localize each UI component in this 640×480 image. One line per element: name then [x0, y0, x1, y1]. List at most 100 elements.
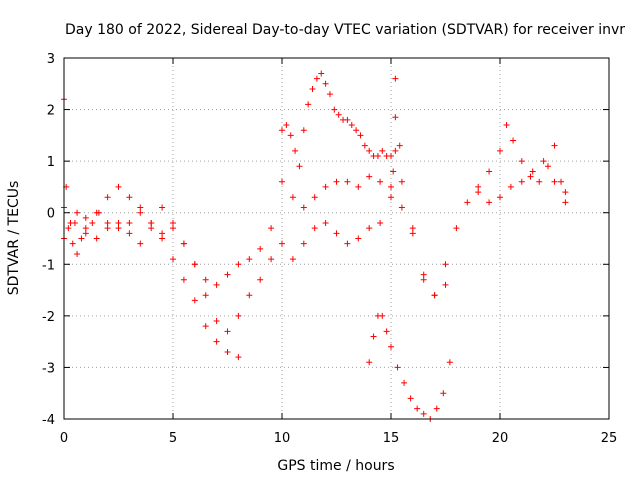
data-point: [170, 220, 176, 227]
data-point: [283, 122, 290, 129]
data-point: [407, 395, 414, 402]
data-point: [366, 225, 373, 232]
data-point: [202, 292, 209, 299]
x-tick-label: 25: [601, 431, 618, 446]
x-tick-label: 20: [492, 431, 509, 446]
data-point: [82, 214, 89, 221]
data-point: [300, 204, 307, 211]
data-point: [69, 240, 76, 247]
series-track-1: [61, 183, 242, 361]
data-point: [510, 137, 517, 144]
data-point: [379, 147, 386, 154]
data-point: [353, 127, 360, 134]
chart-title: Day 180 of 2022, Sidereal Day-to-day VTE…: [65, 22, 625, 38]
data-point: [536, 178, 543, 185]
data-point: [344, 178, 351, 185]
data-point: [551, 178, 558, 185]
data-point: [398, 204, 405, 211]
data-point: [224, 328, 231, 335]
data-point: [213, 281, 220, 288]
data-point: [453, 225, 460, 232]
data-point: [544, 163, 551, 170]
data-point: [326, 91, 333, 98]
data-point: [394, 364, 401, 371]
data-point: [115, 225, 122, 232]
data-point: [475, 189, 482, 196]
data-point: [235, 354, 242, 361]
data-point: [433, 405, 440, 412]
x-tick-label: 5: [169, 431, 177, 446]
data-point: [235, 261, 242, 268]
data-point: [464, 199, 471, 206]
x-tick-label: 15: [383, 431, 400, 446]
series-track-6: [366, 312, 453, 422]
data-point: [78, 235, 85, 242]
data-point: [442, 281, 449, 288]
data-point: [89, 220, 96, 227]
data-point: [409, 230, 416, 237]
data-point: [392, 75, 399, 82]
data-point: [213, 338, 220, 345]
plot-frame: [63, 57, 610, 420]
data-point: [322, 183, 329, 190]
data-point: [104, 194, 111, 201]
grid-lines: [64, 58, 609, 419]
data-point: [388, 194, 394, 201]
data-point: [409, 225, 416, 232]
data-point: [540, 158, 547, 165]
data-point: [287, 132, 294, 139]
data-point: [420, 410, 427, 417]
data-point: [137, 209, 144, 216]
data-point: [300, 127, 307, 134]
data-point: [292, 147, 299, 154]
data-point: [191, 297, 198, 304]
data-point: [191, 261, 198, 268]
data-point: [104, 225, 111, 232]
data-point: [486, 168, 493, 175]
data-point: [333, 230, 340, 237]
data-point: [82, 230, 89, 237]
data-point: [518, 158, 525, 165]
x-tick-label: 10: [274, 431, 291, 446]
x-tick-label: 0: [60, 431, 68, 446]
data-point: [170, 256, 176, 263]
data-point: [497, 194, 503, 201]
data-point: [366, 147, 373, 154]
data-point: [313, 75, 320, 82]
data-point: [370, 333, 377, 340]
data-point: [71, 220, 78, 227]
data-point: [289, 256, 296, 263]
data-point: [420, 271, 427, 278]
y-axis-label: SDTVAR / TECUs: [6, 181, 22, 296]
data-point: [392, 114, 399, 121]
data-point: [202, 323, 209, 330]
series-track-3: [71, 158, 569, 335]
y-tick-label: 0: [47, 207, 55, 222]
series-track-5: [475, 122, 569, 206]
data-point: [148, 220, 155, 227]
data-point: [322, 80, 329, 87]
data-point: [279, 178, 285, 185]
data-point: [235, 312, 242, 319]
data-point: [126, 194, 133, 201]
data-point: [379, 312, 386, 319]
data-point: [442, 261, 449, 268]
y-tick-label: -2: [42, 310, 55, 325]
data-point: [170, 225, 176, 232]
data-point: [311, 194, 318, 201]
data-point: [115, 220, 122, 227]
data-point: [355, 235, 362, 242]
data-point: [374, 152, 381, 159]
data-point: [355, 183, 362, 190]
y-tick-label: -1: [42, 258, 55, 273]
data-point: [202, 276, 209, 283]
data-point: [93, 235, 100, 242]
y-tick-labels: -4 -3 -2 -1 0 1 2 3: [42, 52, 55, 428]
data-point: [392, 147, 399, 154]
data-point: [224, 348, 231, 355]
data-point: [431, 292, 438, 299]
data-point: [279, 127, 285, 134]
data-point: [224, 271, 231, 278]
data-point: [93, 209, 100, 216]
